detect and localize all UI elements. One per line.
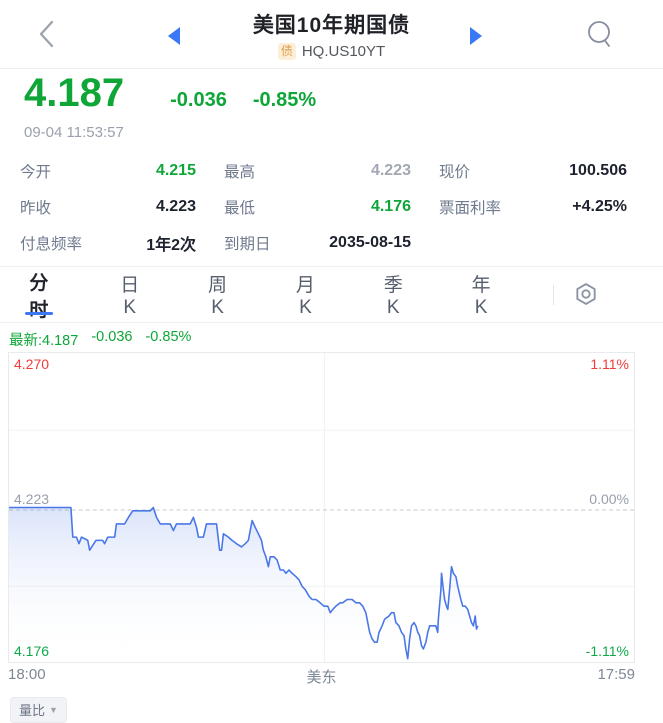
search-button[interactable] (584, 18, 616, 52)
stat-value: 4.215 (155, 162, 196, 179)
stat-value: 2035-08-15 (329, 234, 411, 251)
quote-row: 4.187 -0.036 -0.85% (24, 70, 316, 116)
tabbar-divider (553, 284, 554, 305)
section-divider (0, 266, 663, 267)
latest-percent: -0.85% (145, 329, 192, 345)
stat-item: 昨收 4.223 (20, 189, 196, 225)
tab-2[interactable]: 周K (202, 267, 234, 322)
price-area-fill (9, 507, 478, 662)
y-label-min: 4.176 (14, 643, 50, 659)
tab-list: 分时 日K 周K 月K 季K 年K (0, 267, 553, 322)
stat-item: 今开 4.215 (20, 153, 196, 189)
stat-item: 票面利率 +4.25% (439, 189, 627, 225)
quote-timestamp: 09-04 11:53:57 (24, 124, 124, 141)
stats-grid: 今开 4.215 最高 4.223 现价 100.506 昨收 4.223 最低 4.176 票面利… (20, 153, 627, 261)
stat-item: 最高 4.223 (224, 153, 411, 189)
intraday-chart[interactable]: 4.270 1.11% 4.223 0.00% 4.176 -1.11% (8, 352, 635, 663)
stat-item-empty (439, 225, 627, 261)
stat-label: 票面利率 (439, 200, 502, 217)
x-axis: 18:00 美东 17:59 (8, 666, 635, 687)
tab-3[interactable]: 月K (289, 267, 321, 322)
y-label-baseline: 4.223 (14, 491, 50, 507)
stat-label: 付息频率 (20, 236, 83, 253)
chart-settings-button[interactable] (572, 281, 600, 309)
symbol-code: HQ.US10YT (301, 43, 386, 60)
stat-label: 昨收 (20, 200, 52, 217)
back-button[interactable] (36, 19, 60, 49)
stat-label: 到期日 (224, 236, 271, 253)
y-label-baseline-pct: 0.00% (589, 491, 629, 507)
price-change: -0.036 (170, 89, 227, 111)
tab-bar: 分时 日K 周K 月K 季K 年K (0, 267, 663, 323)
stat-item: 到期日 2035-08-15 (224, 225, 411, 261)
volume-ratio-label: 量比 (19, 703, 46, 718)
latest-price: 最新:4.187 (9, 333, 79, 349)
title-block: 美国10年期国债 债 HQ.US10YT (120, 9, 543, 60)
y-label-max-pct: 1.11% (590, 356, 629, 372)
tab-4[interactable]: 季K (377, 267, 409, 322)
chart-canvas (9, 353, 634, 662)
stat-value: 100.506 (569, 162, 627, 179)
caret-down-icon: ▼ (49, 704, 58, 715)
stat-item: 付息频率 1年2次 (20, 225, 196, 261)
stat-label: 最高 (224, 164, 256, 181)
next-instrument-triangle-icon[interactable] (470, 27, 482, 45)
y-label-min-pct: -1.11% (585, 643, 629, 659)
current-price: 4.187 (24, 71, 125, 115)
tab-0[interactable]: 分时 (20, 267, 58, 322)
x-axis-start: 18:00 (8, 666, 46, 683)
volume-ratio-dropdown[interactable]: 量比 ▼ (10, 697, 67, 723)
tab-5[interactable]: 年K (465, 267, 497, 322)
stat-item: 最低 4.176 (224, 189, 411, 225)
price-line (9, 506, 479, 660)
y-label-max: 4.270 (14, 356, 50, 372)
latest-change: -0.036 (91, 329, 133, 345)
stat-value: 1年2次 (146, 237, 196, 254)
bond-badge: 债 (277, 43, 296, 60)
chevron-left-icon (39, 20, 54, 48)
stat-label: 现价 (439, 164, 471, 181)
search-icon (588, 21, 610, 47)
settings-hex-icon (576, 282, 596, 305)
latest-quote-line: 最新:4.187 -0.036 -0.85% (9, 329, 191, 350)
stat-label: 最低 (224, 200, 256, 217)
prev-instrument-triangle-icon[interactable] (168, 27, 180, 45)
stat-value: 4.223 (370, 162, 411, 179)
header: 美国10年期国债 债 HQ.US10YT (0, 0, 663, 69)
price-change-percent: -0.85% (252, 89, 317, 111)
stat-item: 现价 100.506 (439, 153, 627, 189)
tab-1[interactable]: 日K (114, 267, 146, 322)
stat-value: 4.223 (155, 198, 196, 215)
x-axis-end: 17:59 (597, 666, 635, 683)
stat-value: 4.176 (370, 198, 411, 215)
stat-value: +4.25% (572, 198, 627, 215)
x-axis-timezone: 美东 (306, 669, 337, 686)
page-title: 美国10年期国债 (252, 14, 411, 37)
stat-label: 今开 (20, 164, 52, 181)
